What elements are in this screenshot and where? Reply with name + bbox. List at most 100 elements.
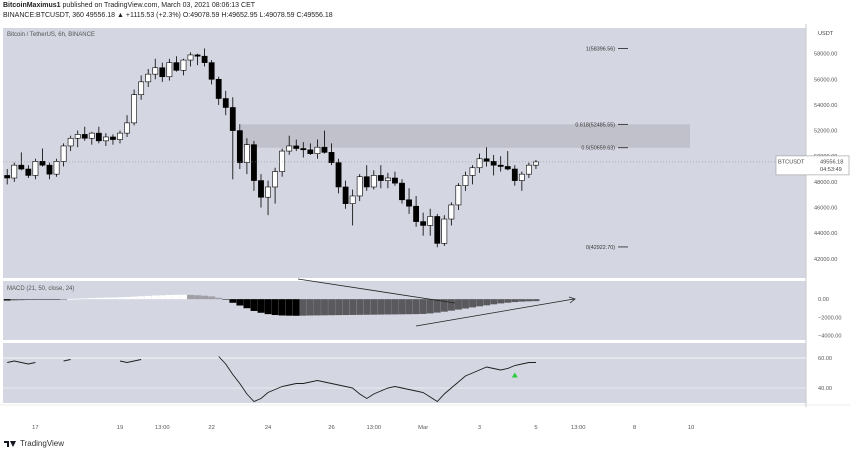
candle[interactable] xyxy=(504,151,511,171)
candle-body xyxy=(11,164,18,179)
candle[interactable] xyxy=(152,58,159,80)
macd-bar xyxy=(447,299,455,311)
candle[interactable] xyxy=(314,139,321,159)
candle[interactable] xyxy=(74,130,81,148)
candle[interactable] xyxy=(441,215,448,246)
candle[interactable] xyxy=(25,165,32,178)
rsi-pane[interactable] xyxy=(3,343,806,403)
price-pane[interactable] xyxy=(3,28,806,278)
candle[interactable] xyxy=(11,162,18,182)
candle[interactable] xyxy=(159,62,166,82)
candle[interactable] xyxy=(222,90,229,116)
candle[interactable] xyxy=(525,162,532,178)
candle[interactable] xyxy=(392,171,398,186)
macd-bar xyxy=(215,297,223,300)
candle[interactable] xyxy=(455,183,462,211)
candle[interactable] xyxy=(476,153,483,173)
candle[interactable] xyxy=(145,69,152,87)
candle[interactable] xyxy=(258,174,264,208)
author-name[interactable]: BitcoinMaximus1 xyxy=(3,2,61,9)
candle[interactable] xyxy=(173,56,180,72)
candle[interactable] xyxy=(244,138,250,175)
candle[interactable] xyxy=(131,89,137,126)
candle[interactable] xyxy=(187,52,194,67)
candle[interactable] xyxy=(124,115,130,137)
candle[interactable] xyxy=(497,156,504,172)
candle[interactable] xyxy=(18,152,25,171)
candle[interactable] xyxy=(279,148,286,177)
candle[interactable] xyxy=(518,171,525,191)
candle[interactable] xyxy=(363,165,370,191)
candle[interactable] xyxy=(4,169,11,185)
candle[interactable] xyxy=(39,148,46,167)
candle[interactable] xyxy=(110,134,116,145)
candle[interactable] xyxy=(356,174,363,202)
candle-body xyxy=(25,168,32,176)
candle[interactable] xyxy=(88,131,95,145)
candle[interactable] xyxy=(201,48,208,67)
candle[interactable] xyxy=(81,126,88,141)
watermark-brand: TradingView xyxy=(20,438,65,448)
candle[interactable] xyxy=(53,158,60,177)
candle[interactable] xyxy=(60,143,67,167)
candle[interactable] xyxy=(335,158,342,194)
candle[interactable] xyxy=(293,139,300,152)
candle[interactable] xyxy=(448,202,455,226)
time-axis-tick: 19 xyxy=(117,425,123,431)
candle[interactable] xyxy=(384,172,391,189)
candle[interactable] xyxy=(328,143,335,166)
candle[interactable] xyxy=(511,165,518,186)
candle[interactable] xyxy=(533,160,539,170)
macd-trendline-lower xyxy=(415,298,575,327)
candle[interactable] xyxy=(321,130,328,154)
candle-body xyxy=(420,221,427,226)
candle[interactable] xyxy=(208,60,215,85)
candle[interactable] xyxy=(427,208,434,236)
time-axis-tick: 5 xyxy=(534,425,537,431)
candle[interactable] xyxy=(215,76,222,105)
price-scale[interactable] xyxy=(806,24,850,407)
tradingview-watermark[interactable]: TradingView xyxy=(3,438,64,448)
candle[interactable] xyxy=(46,162,53,180)
candle[interactable] xyxy=(406,188,412,214)
candle[interactable] xyxy=(462,171,469,191)
macd-bar xyxy=(391,299,399,315)
candle[interactable] xyxy=(286,135,293,155)
trading-chart[interactable]: Bitcoin / TetherUS, 6h, BINANCE 42000.00 4… xyxy=(0,24,850,434)
candle[interactable] xyxy=(490,154,497,176)
macd-bar xyxy=(412,299,420,315)
time-axis-tick: 8 xyxy=(633,425,636,431)
candle[interactable] xyxy=(194,53,201,66)
candle[interactable] xyxy=(300,142,307,158)
candle-body xyxy=(208,62,215,80)
candle[interactable] xyxy=(342,180,349,209)
candle[interactable] xyxy=(483,147,490,167)
candle[interactable] xyxy=(272,167,278,204)
candle[interactable] xyxy=(67,135,74,152)
candle[interactable] xyxy=(469,165,476,185)
candle-body xyxy=(103,136,109,142)
candle[interactable] xyxy=(370,170,377,190)
candle[interactable] xyxy=(103,133,109,146)
candle[interactable] xyxy=(420,212,427,236)
candle[interactable] xyxy=(138,75,145,100)
candle[interactable] xyxy=(265,180,271,216)
candle[interactable] xyxy=(180,58,187,76)
candle[interactable] xyxy=(32,158,39,180)
candle[interactable] xyxy=(377,165,384,189)
candle[interactable] xyxy=(413,195,419,227)
last-price-tag[interactable] xyxy=(775,155,850,176)
candle[interactable] xyxy=(399,179,405,204)
candle[interactable] xyxy=(349,189,356,226)
candle[interactable] xyxy=(117,130,123,144)
candle[interactable] xyxy=(251,140,257,191)
candle[interactable] xyxy=(434,213,441,248)
candle[interactable] xyxy=(166,58,173,81)
macd-bar xyxy=(398,299,406,315)
candle[interactable] xyxy=(307,143,314,155)
candle-body xyxy=(328,152,335,163)
candle[interactable] xyxy=(236,124,243,170)
price-axis-tick: 52000.00 xyxy=(814,129,837,135)
candle[interactable] xyxy=(229,97,236,180)
candle[interactable] xyxy=(95,126,102,144)
